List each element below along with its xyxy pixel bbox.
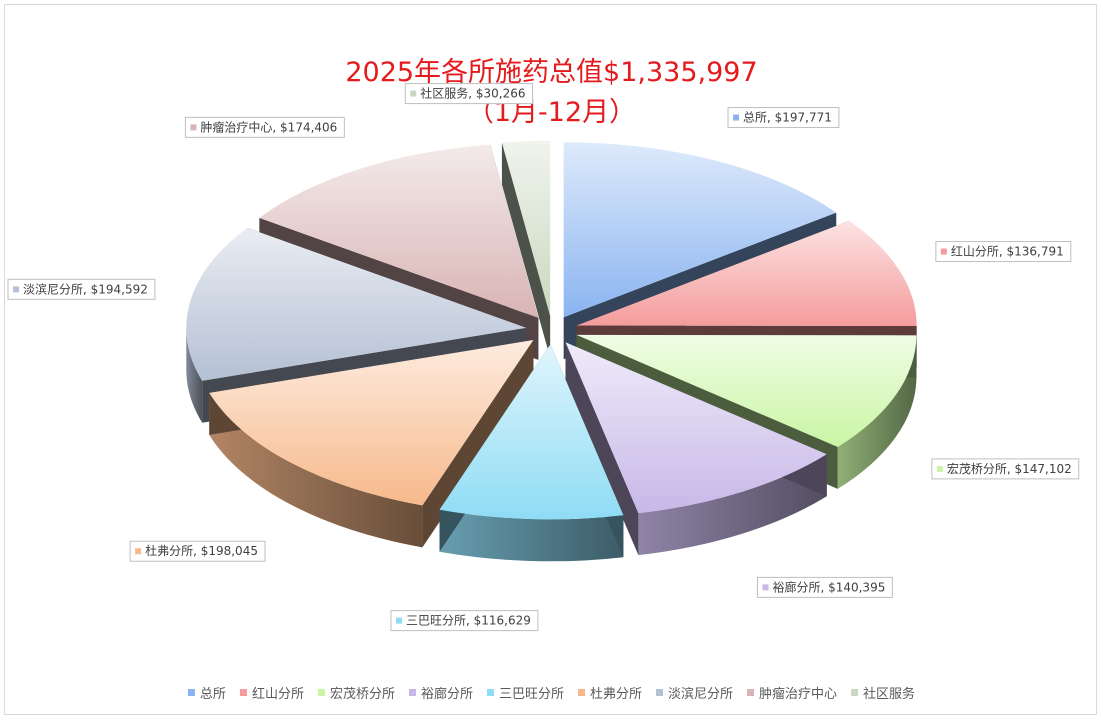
- svg-text:宏茂桥分所: 宏茂桥分所: [330, 687, 395, 702]
- legend-item: 总所: [187, 687, 226, 702]
- data-label: 三巴旺分所, $116,629: [390, 610, 539, 632]
- legend-item: 淡滨尼分所: [656, 686, 733, 702]
- label-swatch: [135, 548, 142, 555]
- svg-text:肿瘤治疗中心, $174,406: 肿瘤治疗中心, $174,406: [200, 119, 337, 134]
- svg-text:三巴旺分所, $116,629: 三巴旺分所, $116,629: [406, 614, 531, 628]
- label-swatch: [762, 584, 769, 591]
- svg-text:杜弗分所, $198,045: 杜弗分所, $198,045: [145, 543, 258, 558]
- legend-swatch: [578, 689, 586, 696]
- data-label: 裕廊分所, $140,395: [756, 576, 893, 598]
- legend-swatch: [747, 689, 755, 696]
- legend-item: 裕廊分所: [408, 686, 473, 702]
- data-label: 淡滨尼分所, $194,592: [7, 278, 156, 300]
- labels-layer: 总所, $197,771 红山分所, $136,791 宏茂桥分所, $147,10…: [7, 83, 1080, 632]
- legend-swatch: [408, 689, 416, 696]
- label-swatch: [940, 248, 947, 255]
- legend-item: 肿瘤治疗中心: [747, 686, 837, 702]
- legend-item: 三巴旺分所: [486, 687, 564, 702]
- legend-item: 社区服务: [851, 686, 915, 702]
- legend-swatch: [851, 689, 859, 696]
- pie-slice: [501, 140, 551, 358]
- data-label: 红山分所, $136,791: [935, 241, 1072, 263]
- legend-swatch: [656, 689, 664, 696]
- label-swatch: [13, 286, 19, 293]
- svg-text:红山分所: 红山分所: [252, 686, 304, 702]
- svg-text:总所, $197,771: 总所, $197,771: [743, 111, 832, 125]
- data-label: 宏茂桥分所, $147,102: [931, 458, 1080, 480]
- data-label: 总所, $197,771: [727, 107, 840, 129]
- data-label: 肿瘤治疗中心, $174,406: [184, 116, 345, 138]
- svg-text:宏茂桥分所, $147,102: 宏茂桥分所, $147,102: [947, 461, 1072, 476]
- label-swatch: [936, 465, 943, 472]
- svg-text:裕廊分所, $140,395: 裕廊分所, $140,395: [772, 579, 885, 594]
- data-label: 社区服务, $30,266: [404, 83, 534, 105]
- svg-text:总所: 总所: [200, 687, 226, 702]
- svg-text:裕廊分所: 裕廊分所: [421, 686, 473, 702]
- pie-slice: [439, 344, 624, 562]
- label-swatch: [733, 114, 740, 121]
- legend: 总所 红山分所 宏茂桥分所 裕廊分所 三巴旺分所 杜弗分所 淡滨尼分所 肿瘤治疗中心 社区服务: [187, 686, 915, 702]
- label-swatch: [395, 617, 402, 624]
- svg-text:肿瘤治疗中心: 肿瘤治疗中心: [759, 686, 837, 702]
- svg-text:淡滨尼分所: 淡滨尼分所: [668, 686, 733, 702]
- legend-item: 红山分所: [239, 686, 304, 702]
- label-swatch: [410, 90, 417, 97]
- svg-text:淡滨尼分所, $194,592: 淡滨尼分所, $194,592: [23, 281, 148, 296]
- legend-swatch: [239, 689, 247, 696]
- legend-item: 杜弗分所: [578, 687, 642, 702]
- legend-item: 宏茂桥分所: [317, 687, 395, 702]
- svg-text:杜弗分所: 杜弗分所: [590, 687, 642, 702]
- data-label: 杜弗分所, $198,045: [129, 540, 266, 562]
- svg-text:社区服务: 社区服务: [863, 686, 915, 702]
- slices-layer: [186, 140, 917, 562]
- legend-swatch: [317, 689, 325, 696]
- legend-swatch: [486, 689, 494, 696]
- pie-slice: [565, 342, 827, 556]
- label-swatch: [190, 124, 197, 131]
- svg-text:红山分所, $136,791: 红山分所, $136,791: [951, 244, 1064, 259]
- legend-swatch: [187, 689, 195, 696]
- svg-text:三巴旺分所: 三巴旺分所: [499, 687, 564, 702]
- chart-title: 2025年各所施药总值$1,335,997: [345, 57, 758, 88]
- svg-text:社区服务, $30,266: 社区服务, $30,266: [420, 86, 525, 101]
